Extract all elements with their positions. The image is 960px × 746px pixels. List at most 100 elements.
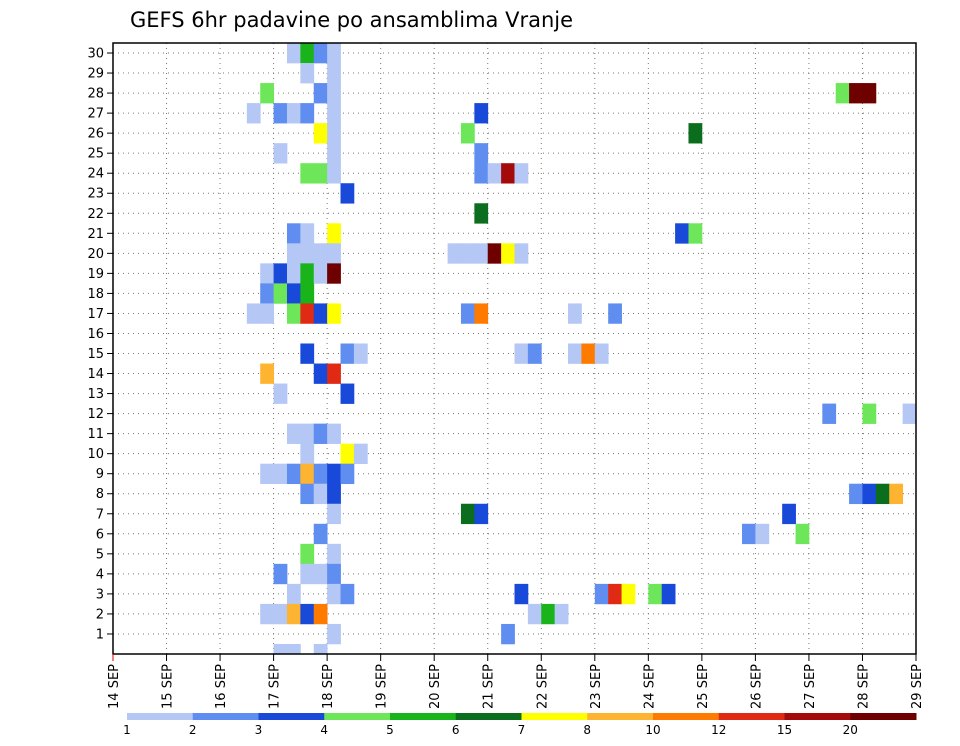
precip-cell [313, 263, 328, 284]
x-axis-ticks: 14 SEP 15 SEP 16 SEP 17 SEP 18 SEP 19 SEP 20 S… [107, 654, 925, 709]
precip-cell [286, 463, 301, 485]
precip-cell [286, 643, 301, 655]
precip-cell [675, 223, 689, 244]
y-tick-label: 5 [96, 547, 104, 562]
precip-cell [273, 283, 288, 304]
y-tick-label: 30 [87, 47, 104, 62]
colorbar-label: 3 [255, 723, 263, 737]
precip-cell [313, 463, 328, 485]
colorbar-swatch [718, 713, 785, 720]
precip-cell [527, 603, 542, 625]
colorbar-label: 20 [843, 723, 858, 737]
precip-cell [327, 423, 341, 444]
precip-cell [514, 163, 529, 184]
precip-cell [273, 383, 288, 404]
precip-cell [327, 63, 341, 84]
precip-cell [273, 643, 288, 655]
precip-cell [353, 343, 368, 364]
precip-cell [474, 503, 489, 525]
y-tick-label: 12 [87, 407, 104, 422]
x-tick-label: 24 SEP [642, 664, 657, 709]
precip-cell [862, 403, 877, 424]
precip-cell [447, 243, 462, 264]
colorbar-label: 10 [645, 723, 660, 737]
precip-cell [608, 303, 622, 324]
y-tick-label: 6 [96, 527, 104, 542]
precip-cell [327, 263, 341, 284]
precip-cell [755, 523, 770, 545]
precip-cell [902, 403, 917, 424]
y-tick-label: 13 [87, 387, 104, 402]
precip-cell [313, 643, 328, 655]
precip-cell [313, 83, 328, 104]
x-tick-label: 25 SEP [696, 664, 711, 709]
y-tick-label: 8 [96, 487, 104, 502]
precip-cell [474, 143, 489, 164]
precip-cell [340, 343, 355, 364]
precip-cell [313, 483, 328, 505]
precip-cell [501, 623, 515, 645]
plot-border [112, 42, 917, 655]
precip-cell [327, 543, 341, 565]
colorbar-swatch [192, 713, 259, 720]
precip-cell [688, 123, 703, 144]
precip-cell [300, 563, 315, 585]
y-axis-ticks: 1234567891011121314151617181920212223242… [87, 47, 113, 642]
precip-cell [313, 243, 328, 264]
colorbar-swatch [324, 713, 391, 720]
precip-cell [327, 563, 341, 585]
precip-cell [795, 523, 810, 545]
colorbar-label: 12 [711, 723, 726, 737]
precip-cell [260, 283, 274, 304]
precip-cell [862, 483, 877, 505]
y-tick-label: 23 [87, 187, 104, 202]
precip-cell [260, 303, 274, 324]
precip-cell [313, 303, 328, 324]
precip-cell [460, 243, 475, 264]
precip-cell [286, 603, 301, 625]
y-tick-label: 18 [87, 287, 104, 302]
y-tick-label: 29 [87, 67, 104, 82]
precip-cell [594, 583, 609, 605]
precip-cell [300, 483, 315, 505]
precip-cell [300, 243, 315, 264]
y-tick-label: 19 [87, 267, 104, 282]
precip-cell [273, 103, 288, 124]
precip-cell [300, 63, 315, 84]
precip-cell [327, 243, 341, 264]
precip-cell [340, 443, 355, 464]
precip-cell [782, 503, 796, 525]
precip-cell [327, 463, 341, 485]
x-tick-label: 29 SEP [910, 664, 925, 709]
precip-cell [327, 123, 341, 144]
y-tick-label: 20 [87, 247, 104, 262]
y-tick-label: 24 [87, 167, 104, 182]
precip-cell [327, 303, 341, 324]
colorbar-swatch [521, 713, 588, 720]
precip-cell [286, 303, 301, 324]
y-tick-label: 21 [87, 227, 104, 242]
chart-title: GEFS 6hr padavine po ansamblima Vranje [130, 8, 573, 32]
precip-cell [340, 583, 355, 605]
precip-cell [286, 423, 301, 444]
x-tick-label: 27 SEP [803, 664, 818, 709]
precip-cell [327, 503, 341, 525]
precip-cell [501, 163, 515, 184]
precip-cell [875, 483, 890, 505]
colorbar-label: 8 [583, 723, 591, 737]
y-tick-label: 4 [96, 567, 104, 582]
precip-cell [889, 483, 904, 505]
precip-cell [313, 43, 328, 64]
y-tick-label: 28 [87, 87, 104, 102]
colorbar-swatch [258, 713, 325, 720]
colorbar-label: 7 [518, 723, 526, 737]
precip-cell [340, 383, 355, 404]
precip-cell [581, 343, 596, 364]
precip-cell [300, 603, 315, 625]
precip-cell [835, 83, 850, 104]
precip-cell [286, 283, 301, 304]
precip-cell [300, 303, 315, 324]
precip-cell [474, 103, 489, 124]
precip-cell [327, 483, 341, 505]
